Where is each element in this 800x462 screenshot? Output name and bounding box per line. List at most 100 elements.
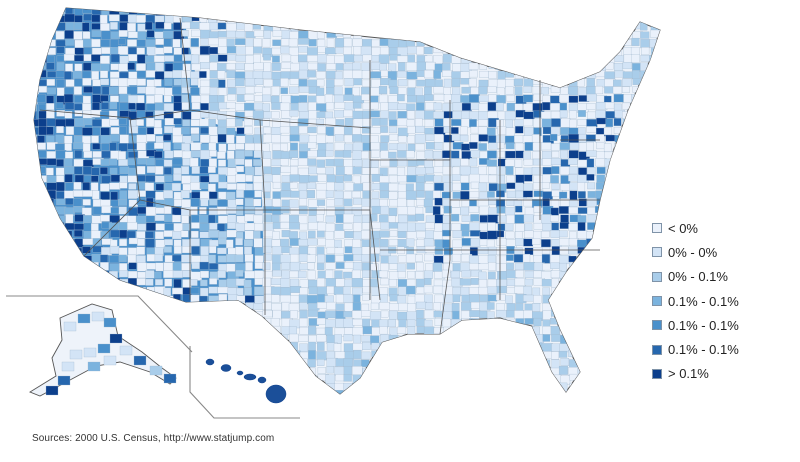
county-cell [217, 22, 227, 30]
county-cell [631, 223, 640, 232]
county-cell [200, 62, 211, 69]
county-cell [443, 383, 452, 394]
county-cell [38, 86, 48, 93]
county-cell [443, 374, 452, 383]
county-cell [127, 374, 137, 383]
county-cell [352, 126, 361, 135]
county-cell [254, 341, 266, 350]
county-cell [658, 126, 660, 133]
county-cell [100, 39, 111, 48]
county-cell [559, 191, 568, 199]
county-cell [640, 39, 650, 49]
county-cell [460, 175, 469, 184]
county-cell [632, 151, 644, 159]
county-cell [587, 261, 598, 271]
alaska-county-cell [133, 355, 147, 366]
county-cell [631, 103, 642, 113]
county-cell [352, 142, 365, 151]
county-cell [155, 398, 163, 406]
county-cell [100, 158, 110, 166]
county-cell [432, 382, 443, 392]
county-cell [524, 223, 533, 231]
county-cell [325, 262, 336, 270]
county-cell [83, 54, 93, 62]
county-cell [515, 205, 523, 213]
county-cell [469, 366, 480, 374]
county-cell [425, 400, 434, 408]
county-cell [443, 78, 452, 88]
county-cell [145, 231, 154, 239]
county-cell [181, 319, 191, 329]
county-cell [371, 117, 381, 126]
county-cell [605, 8, 617, 17]
county-cell [218, 159, 227, 167]
county-cell [110, 239, 118, 247]
county-cell [461, 302, 472, 311]
county-cell [415, 366, 427, 374]
county-cell [307, 383, 316, 390]
county-cell [362, 342, 371, 350]
legend-item: 0% - 0.1% [652, 265, 739, 289]
county-cell [118, 310, 129, 319]
alaska-county-cell [119, 345, 133, 356]
county-cell [101, 287, 110, 295]
county-cell [524, 335, 535, 345]
county-cell [38, 198, 50, 207]
county-cell [280, 118, 290, 128]
county-cell [424, 253, 434, 262]
county-cell [235, 55, 247, 62]
county-cell [65, 126, 75, 135]
county-cell [361, 359, 370, 368]
county-cell [390, 399, 398, 407]
county-cell [209, 303, 218, 312]
county-cell [92, 126, 101, 136]
county-cell [452, 166, 461, 176]
county-cell [559, 271, 571, 279]
county-cell [460, 47, 469, 55]
county-cell [290, 159, 299, 167]
county-cell [416, 29, 427, 37]
county-cell [352, 318, 364, 326]
county-cell [289, 310, 298, 319]
county-cell [488, 246, 497, 255]
county-cell [630, 382, 639, 390]
county-cell [631, 70, 640, 80]
county-cell [272, 358, 283, 366]
county-cell [361, 134, 370, 144]
county-cell [74, 247, 83, 257]
county-cell [550, 95, 561, 105]
county-cell [452, 30, 464, 39]
county-cell [659, 71, 660, 80]
county-cell [595, 350, 607, 359]
county-cell [280, 135, 291, 143]
county-cell [73, 278, 83, 286]
county-cell [478, 263, 490, 271]
county-cell [34, 30, 39, 40]
county-cell [362, 118, 373, 127]
county-cell [343, 174, 352, 182]
county-cell [559, 110, 568, 118]
county-cell [496, 166, 506, 175]
county-cell [407, 166, 417, 176]
county-cell [199, 118, 210, 127]
county-cell [649, 135, 657, 146]
county-cell [353, 118, 365, 128]
county-cell [73, 229, 83, 237]
county-cell [271, 143, 282, 151]
county-cell [299, 302, 308, 310]
county-cell [361, 79, 371, 87]
county-cell [470, 399, 480, 405]
county-cell [344, 279, 353, 288]
county-cell [218, 231, 227, 239]
county-cell [497, 271, 508, 281]
county-cell [478, 54, 487, 64]
county-cell [235, 62, 245, 70]
county-cell [415, 254, 423, 262]
county-cell [523, 310, 533, 319]
county-cell [92, 102, 100, 111]
county-cell [344, 246, 353, 254]
county-cell [163, 142, 171, 152]
county-cell [217, 134, 227, 143]
county-cell [550, 199, 560, 208]
county-cell [560, 62, 572, 72]
